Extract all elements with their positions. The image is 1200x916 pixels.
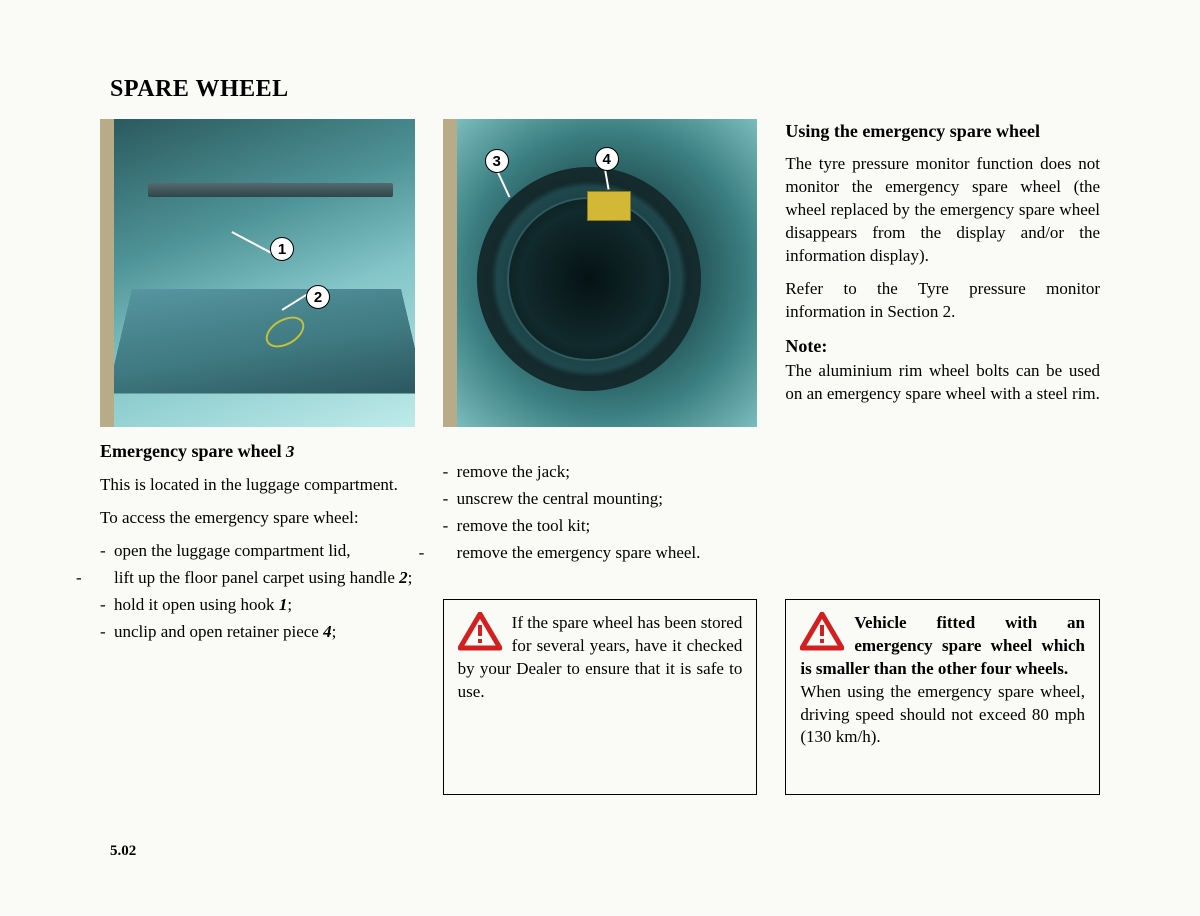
callout-4: 4 xyxy=(595,147,619,171)
figure-trunk: 1 2 xyxy=(114,119,415,427)
callout-3-line xyxy=(496,169,510,197)
col1-step-4: unclip and open retainer piece 4; xyxy=(100,621,415,644)
warning-icon xyxy=(800,612,844,652)
col1-p1: This is located in the luggage compartme… xyxy=(100,474,415,497)
page-title: SPARE WHEEL xyxy=(110,76,1100,103)
column-1: 1 2 Emergency spare wheel 3 This is loca… xyxy=(100,119,415,795)
col1-step-2: lift up the floor panel carpet using han… xyxy=(100,567,415,590)
callout-1: 1 xyxy=(270,237,294,261)
warning-box-1: If the spare wheel has been stored for s… xyxy=(443,599,758,795)
col2-body: remove the jack; unscrew the central mou… xyxy=(443,461,758,569)
figure-2-wrap: 3 4 xyxy=(443,119,758,427)
col2-step-2: unscrew the central mounting; xyxy=(443,488,758,511)
warning-icon xyxy=(458,612,502,652)
note-label: Note: xyxy=(785,334,1100,358)
col1-heading-ref: 3 xyxy=(286,442,295,461)
figure-accent-bar xyxy=(100,119,114,427)
col1-step-3: hold it open using hook 1; xyxy=(100,594,415,617)
figure-spare-wheel: 3 4 xyxy=(457,119,758,427)
warning-box-2: Vehicle fitted with an emergency spare w… xyxy=(785,599,1100,795)
jack xyxy=(587,191,631,221)
page-number: 5.02 xyxy=(110,843,136,860)
col3-note: The aluminium rim wheel bolts can be use… xyxy=(785,360,1100,406)
trunk-floor xyxy=(114,289,415,394)
callout-2: 2 xyxy=(306,285,330,309)
col3-heading: Using the emergency spare wheel xyxy=(785,119,1100,143)
col3-body: Using the emergency spare wheel The tyre… xyxy=(785,119,1100,416)
col1-step-1: open the luggage compartment lid, xyxy=(100,540,415,563)
col2-step-1: remove the jack; xyxy=(443,461,758,484)
col3-p2: Refer to the Tyre pressure monitor infor… xyxy=(785,278,1100,324)
figure-1-wrap: 1 2 xyxy=(100,119,415,427)
col1-steps: open the luggage compartment lid, lift u… xyxy=(100,540,415,644)
col3-p1: The tyre pressure monitor function does … xyxy=(785,153,1100,268)
col1-body: Emergency spare wheel 3 This is located … xyxy=(100,439,415,648)
column-3: Using the emergency spare wheel The tyre… xyxy=(785,119,1100,795)
col1-heading: Emergency spare wheel xyxy=(100,441,282,461)
col2-step-4: remove the emergency spare wheel. xyxy=(443,542,758,565)
warning-2-body: When using the emergency spare wheel, dr… xyxy=(800,682,1085,747)
col2-step-3: remove the tool kit; xyxy=(443,515,758,538)
col1-p2: To access the emergency spare wheel: xyxy=(100,507,415,530)
figure-accent-bar xyxy=(443,119,457,427)
trunk-shelf xyxy=(148,183,393,197)
column-2: 3 4 remove the jack; unscrew the central… xyxy=(443,119,758,795)
content-columns: 1 2 Emergency spare wheel 3 This is loca… xyxy=(100,119,1100,795)
callout-1-line xyxy=(232,231,273,254)
col2-steps: remove the jack; unscrew the central mou… xyxy=(443,461,758,565)
callout-3: 3 xyxy=(485,149,509,173)
